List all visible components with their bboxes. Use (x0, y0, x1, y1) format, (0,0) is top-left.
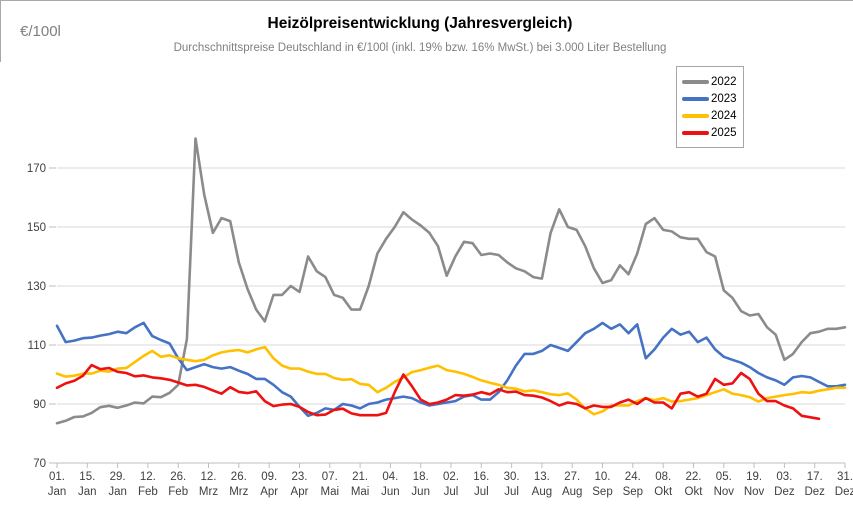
y-axis-label-90: 90 (33, 399, 46, 411)
x-axis-label-day: 22. (686, 471, 702, 483)
x-axis-label-month: Okt (685, 486, 704, 498)
legend-label-2023: 2023 (711, 92, 737, 105)
series-line-2024 (55, 345, 847, 416)
x-axis-label-day: 09. (261, 471, 277, 483)
legend-line-swatch-2022 (682, 79, 709, 84)
x-axis-label-day: 17. (807, 471, 823, 483)
x-axis-label-month: Nov (714, 486, 735, 498)
x-axis-label-day: 08. (655, 471, 671, 483)
legend-item-2022: 2022 (682, 73, 739, 90)
legend-line-swatch-2024 (682, 113, 709, 118)
x-axis-label-day: 04. (382, 471, 398, 483)
x-axis-label-month: Jul (504, 486, 519, 498)
x-axis-label-month: Feb (168, 486, 188, 498)
x-axis-label-day: 29. (110, 471, 126, 483)
chart-title: Heizölpreisentwicklung (Jahresvergleich) (267, 15, 573, 32)
x-axis-label-month: Mrz (199, 486, 218, 498)
x-axis-label-month: Dez (804, 486, 825, 498)
x-axis-label-month: Jul (444, 486, 459, 498)
legend-label-2022: 2022 (711, 75, 737, 88)
x-axis-label-month: Okt (654, 486, 673, 498)
x-axis-label-day: 21. (352, 471, 368, 483)
y-axis-unit-label: €/100l (20, 23, 61, 40)
x-axis-label-month: Dez (774, 486, 795, 498)
series-line-2025 (55, 363, 821, 421)
x-axis-label-day: 18. (413, 471, 429, 483)
x-axis-label-month: Mai (321, 486, 340, 498)
x-axis-label-day: 15. (79, 471, 95, 483)
y-axis-label-150: 150 (27, 222, 46, 234)
x-axis-label-day: 05. (716, 471, 732, 483)
series-line-2022 (55, 137, 847, 425)
series-line-2023 (55, 321, 847, 418)
legend-item-2024: 2024 (682, 107, 739, 124)
x-axis-label-month: Jan (108, 486, 127, 498)
x-axis-label-month: Jan (48, 486, 67, 498)
x-axis-label-day: 13. (534, 471, 550, 483)
x-axis-label-day: 16. (473, 471, 489, 483)
x-axis-label-month: Nov (744, 486, 765, 498)
x-axis-label-month: Jun (411, 486, 430, 498)
legend-line-swatch-2025 (682, 130, 709, 135)
legend-line-swatch-2023 (682, 96, 709, 101)
x-axis-label-day: 26. (170, 471, 186, 483)
x-axis-label-day: 10. (595, 471, 611, 483)
x-axis-label-day: 03. (776, 471, 792, 483)
x-axis-label-month: Mai (351, 486, 370, 498)
x-axis-label-day: 30. (504, 471, 520, 483)
x-axis-label-month: Dez (835, 486, 853, 498)
y-axis-label-110: 110 (28, 340, 46, 352)
x-axis-label-month: Apr (291, 486, 309, 498)
legend-label-2025: 2025 (711, 126, 737, 139)
x-axis-label-month: Jul (474, 486, 489, 498)
x-axis-label-day: 19. (746, 471, 762, 483)
legend-label-2024: 2024 (711, 109, 737, 122)
x-axis-label-day: 02. (443, 471, 459, 483)
x-axis-label-day: 27. (564, 471, 580, 483)
window-left-edge (0, 0, 1, 62)
x-axis-label-month: Sep (592, 486, 612, 498)
x-axis-label-month: Jan (78, 486, 97, 498)
chart-legend: 2022 2023 2024 2025 (676, 66, 744, 148)
x-axis-label-day: 07. (322, 471, 338, 483)
legend-item-2025: 2025 (682, 124, 739, 141)
x-axis-label-month: Mrz (229, 486, 248, 498)
x-axis-label-month: Sep (623, 486, 643, 498)
x-axis-label-month: Aug (532, 486, 552, 498)
x-axis-label-month: Jun (381, 486, 400, 498)
x-axis-label-month: Apr (260, 486, 278, 498)
x-axis-label-day: 12. (140, 471, 156, 483)
x-axis-label-day: 12. (201, 471, 217, 483)
x-axis-label-day: 24. (625, 471, 641, 483)
legend-item-2023: 2023 (682, 90, 739, 107)
x-axis-label-day: 31. (837, 471, 853, 483)
y-axis-label-70: 70 (33, 458, 46, 470)
x-axis-label-day: 23. (292, 471, 308, 483)
x-axis-label-day: 01. (49, 471, 65, 483)
window-top-edge (0, 0, 853, 1)
x-axis-label-day: 26. (231, 471, 247, 483)
x-axis-label-month: Aug (562, 486, 582, 498)
chart-subtitle: Durchschnittspreise Deutschland in €/100… (173, 42, 667, 54)
y-axis-label-130: 130 (27, 281, 46, 293)
y-axis-label-170: 170 (27, 163, 46, 175)
x-axis-label-month: Feb (138, 486, 158, 498)
